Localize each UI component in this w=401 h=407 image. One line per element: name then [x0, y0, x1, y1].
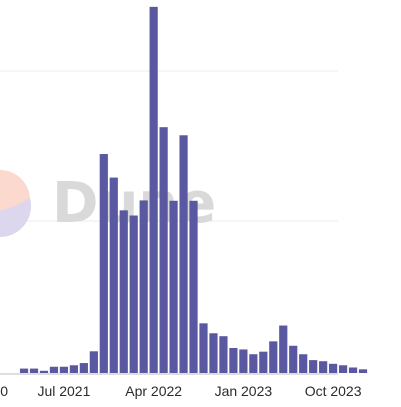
bar[interactable] [279, 325, 288, 373]
bar[interactable] [129, 215, 138, 374]
bar[interactable] [239, 349, 248, 373]
bar[interactable] [19, 368, 29, 373]
dune-logo-icon [0, 170, 32, 238]
bar[interactable] [179, 135, 188, 373]
bar[interactable] [119, 210, 128, 373]
bar[interactable] [299, 354, 308, 373]
bar[interactable] [189, 200, 198, 373]
bar[interactable] [49, 366, 59, 373]
bar[interactable] [249, 354, 258, 373]
bar[interactable] [348, 367, 358, 373]
bar[interactable] [149, 6, 158, 374]
bar[interactable] [219, 336, 228, 373]
bar[interactable] [338, 365, 348, 373]
x-tick-label: Oct 2023 [305, 383, 362, 399]
bar[interactable] [229, 347, 238, 373]
bar[interactable] [259, 351, 268, 373]
bar[interactable] [89, 351, 98, 373]
bar[interactable] [99, 154, 108, 373]
bar[interactable] [109, 177, 118, 373]
bar[interactable] [139, 200, 148, 373]
bar[interactable] [269, 341, 278, 373]
bar[interactable] [319, 361, 328, 373]
x-tick-label: Jan 2023 [215, 383, 273, 399]
bar[interactable] [199, 323, 208, 373]
x-tick-label: Apr 2022 [125, 383, 182, 399]
x-tick-label: Jul 2021 [37, 383, 90, 399]
bar[interactable] [289, 345, 298, 373]
bar[interactable] [209, 333, 218, 373]
bar[interactable] [79, 363, 88, 373]
bar[interactable] [29, 368, 39, 373]
bar[interactable] [329, 363, 338, 373]
bar[interactable] [39, 370, 49, 373]
gridlines [0, 70, 338, 222]
bar[interactable] [169, 200, 178, 373]
bar[interactable] [69, 365, 78, 373]
bars [19, 6, 368, 374]
bar[interactable] [59, 366, 69, 373]
bar[interactable] [358, 369, 368, 373]
x-tick-label: 0 [0, 383, 8, 399]
bar[interactable] [159, 127, 168, 374]
x-axis-ticks: 0 Jul 2021 Apr 2022 Jan 2023 Oct 2023 [0, 383, 362, 399]
bar[interactable] [309, 360, 318, 373]
